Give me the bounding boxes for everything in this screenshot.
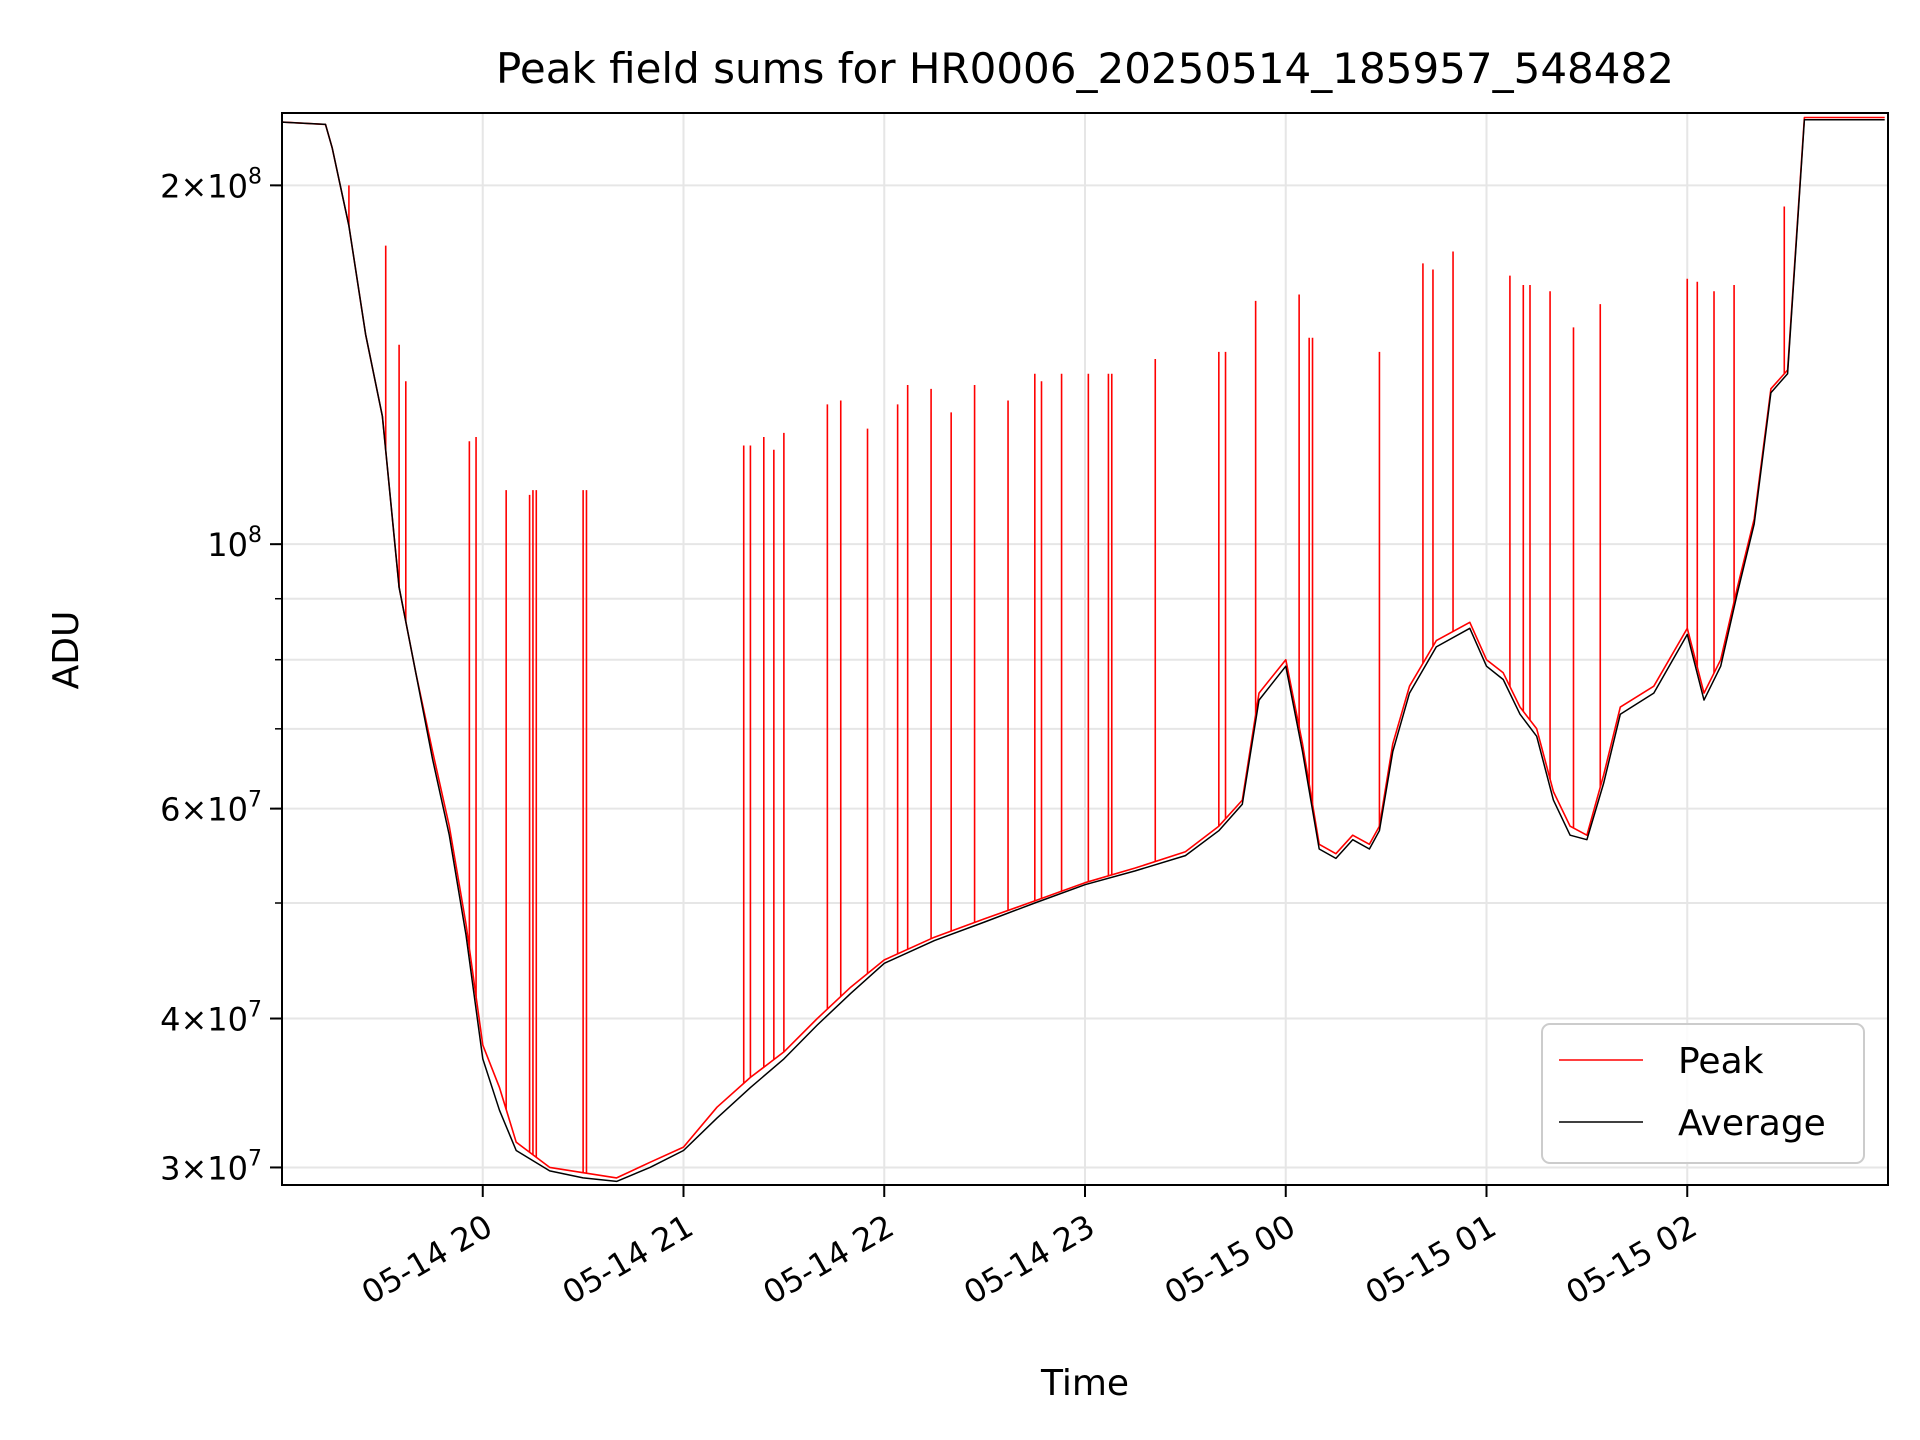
chart-title: Peak field sums for HR0006_20250514_1859… — [496, 44, 1674, 93]
x-axis-label: Time — [1040, 1363, 1129, 1404]
y-tick-label: 6×107 — [160, 788, 262, 829]
series-layer — [281, 116, 1885, 1183]
grid-lines — [282, 113, 1888, 1185]
legend-label-average: Average — [1678, 1103, 1826, 1144]
legend-label-peak: Peak — [1678, 1041, 1764, 1082]
y-axis-label: ADU — [46, 611, 87, 690]
series-line-average — [281, 119, 1885, 1183]
plot-area — [281, 112, 1889, 1186]
y-tick-label: 3×107 — [160, 1146, 262, 1187]
y-tick-label: 108 — [207, 523, 262, 564]
legend-box — [1541, 1023, 1865, 1164]
y-tick-label: 2×108 — [160, 164, 262, 205]
y-axis-ticks: 3×107 4×107 6×107 108 2×108 — [160, 164, 282, 1187]
y-tick-label: 4×107 — [160, 998, 262, 1039]
legend: Peak Average — [1541, 1023, 1865, 1164]
series-line-peak — [281, 116, 1885, 1179]
